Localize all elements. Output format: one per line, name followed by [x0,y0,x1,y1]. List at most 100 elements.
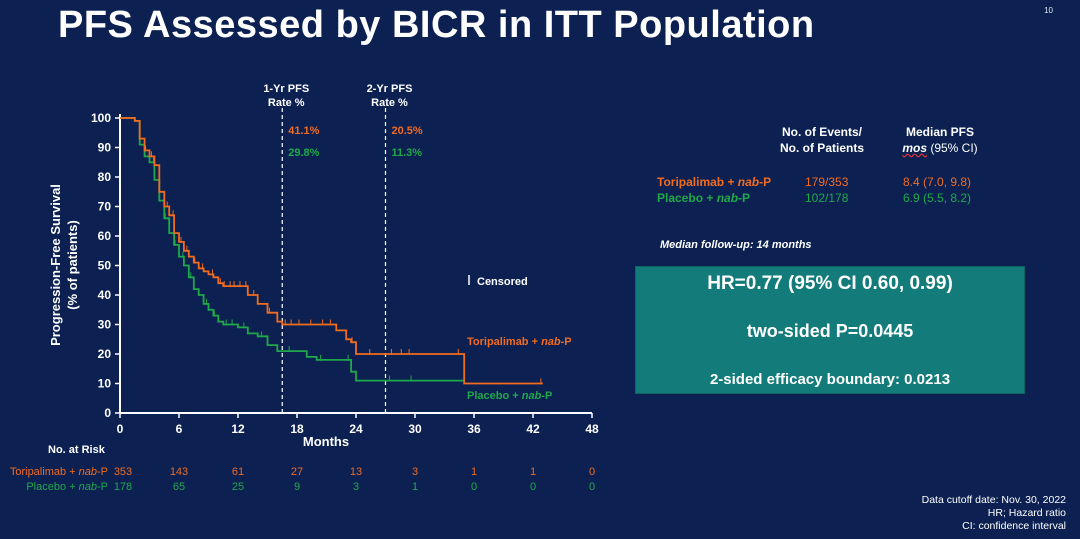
y-tick-label: 80 [98,170,112,184]
x-tick-label: 36 [467,422,481,436]
at-risk-value: 0 [530,481,536,493]
at-risk-row-label-plain: Placebo + [26,481,78,493]
footnote-ci: CI: confidence interval [962,520,1066,532]
at-risk-value: 0 [471,481,477,493]
x-axis-label: Months [303,434,349,449]
at-risk-row-label: Toripalimab + nab-P [10,466,108,478]
at-risk-value: 3 [412,466,418,478]
landmark-toripalimab-rate: 20.5% [392,125,423,137]
summary-toripalimab-events: 179/353 [805,175,849,189]
at-risk-value: 0 [589,466,595,478]
events-header: No. of Events/ No. of Patients [760,124,884,156]
summary-label-plain: Placebo + [657,191,717,205]
summary-toripalimab-median: 8.4 (7.0, 9.8) [903,175,972,189]
median-header-line1: Median PFS [905,125,974,139]
y-tick-label: 0 [104,406,111,420]
at-risk-row-label: Placebo + nab-P [26,481,108,493]
y-tick-label: 70 [98,200,112,214]
summary-row-placebo-label: Placebo + nab-P [657,191,750,205]
median-header: Median PFS mos (95% CI) [880,124,1000,156]
x-tick-label: 12 [231,422,245,436]
page-title: PFS Assessed by BICR in ITT Population [58,4,815,46]
footnote-hr: HR; Hazard ratio [987,507,1066,519]
summary-label-italic: nab [737,175,760,189]
summary-label-suffix: -P [759,175,772,189]
hazard-ratio-box: HR=0.77 (95% CI 0.60, 0.99) two-sided P=… [635,266,1025,394]
events-header-line2: No. of Patients [779,141,864,155]
at-risk-value: 27 [291,466,303,478]
at-risk-value: 1 [471,466,477,478]
y-tick-label: 90 [98,141,112,155]
median-header-line2: mos (95% CI) [880,140,1000,156]
at-risk-row-label-italic: nab [79,481,97,493]
at-risk-value: 1 [530,466,536,478]
footnotes: Data cutoff date: Nov. 30, 2022 HR; Haza… [922,494,1066,533]
median-header-mos: mos [902,141,927,155]
summary-label-plain: Toripalimab + [657,175,738,189]
at-risk-row-label-plain: Toripalimab + [10,466,79,478]
at-risk-value: 9 [294,481,300,493]
y-tick-label: 10 [98,377,112,391]
landmark-placebo-rate: 11.3% [392,147,423,159]
landmark-sublabel: Rate % [371,97,408,109]
at-risk-row-label-suffix: -P [97,466,108,478]
at-risk-value: 3 [353,481,359,493]
x-tick-label: 24 [349,422,363,436]
at-risk-value: 143 [170,466,188,478]
at-risk-value: 353 [114,466,132,478]
hazard-ratio-text: HR=0.77 (95% CI 0.60, 0.99) [707,273,953,294]
km-curve-toripalimab [120,117,543,385]
series-label-toripalimab-italic: nab [541,336,561,348]
y-tick-label: 40 [98,288,112,302]
at-risk-value: 13 [350,466,362,478]
landmark-sublabel: Rate % [268,97,305,109]
y-tick-label: 100 [91,111,111,125]
summary-label-suffix: -P [738,191,751,205]
footnote-cutoff: Data cutoff date: Nov. 30, 2022 [921,494,1066,506]
x-tick-label: 48 [585,422,599,436]
landmark-placebo-rate: 29.8% [288,147,319,159]
y-tick-label: 60 [98,229,112,243]
efficacy-boundary-text: 2-sided efficacy boundary: 0.0213 [709,371,951,388]
at-risk-value: 0 [589,481,595,493]
landmark-toripalimab-rate: 41.1% [288,125,319,137]
y-axis-label: Progression-Free Survival [48,184,63,346]
landmark-label: 2-Yr PFS [367,83,413,95]
summary-row-toripalimab-label: Toripalimab + nab-P [657,175,771,189]
events-header-line1: No. of Events/ [781,125,862,139]
summary-placebo-median: 6.9 (5.5, 8.2) [903,191,972,205]
median-header-ci: (95% CI) [927,141,978,155]
y-tick-label: 50 [98,259,112,273]
x-tick-label: 0 [117,422,124,436]
censored-legend-label: Censored [477,276,528,288]
series-label-placebo: Placebo + nab-P [467,390,552,402]
y-axis-label-sub: (% of patients) [65,220,80,310]
x-tick-label: 18 [290,422,304,436]
at-risk-row-label-italic: nab [79,466,97,478]
series-label-placebo-plain: Placebo + [467,390,522,402]
at-risk-row-label-suffix: -P [97,481,108,493]
x-tick-label: 42 [526,422,540,436]
landmark-label: 1-Yr PFS [263,83,309,95]
median-followup: Median follow-up: 14 months [660,239,812,251]
at-risk-value: 1 [412,481,418,493]
x-tick-label: 30 [408,422,422,436]
series-label-toripalimab: Toripalimab + nab-P [467,336,572,348]
at-risk-value: 65 [173,481,185,493]
series-label-placebo-italic: nab [522,390,542,402]
at-risk-value: 61 [232,466,244,478]
y-tick-label: 30 [98,318,112,332]
series-label-toripalimab-suffix: -P [561,336,572,348]
x-tick-label: 6 [176,422,183,436]
series-label-placebo-suffix: -P [541,390,552,402]
p-value-text: two-sided P=0.0445 [746,321,914,341]
at-risk-value: 25 [232,481,244,493]
series-label-toripalimab-plain: Toripalimab + [467,336,541,348]
at-risk-header: No. at Risk [48,444,106,456]
summary-label-italic: nab [716,191,739,205]
summary-placebo-events: 102/178 [805,191,849,205]
y-tick-label: 20 [98,347,112,361]
page-number: 10 [1044,6,1053,15]
at-risk-value: 178 [114,481,132,493]
